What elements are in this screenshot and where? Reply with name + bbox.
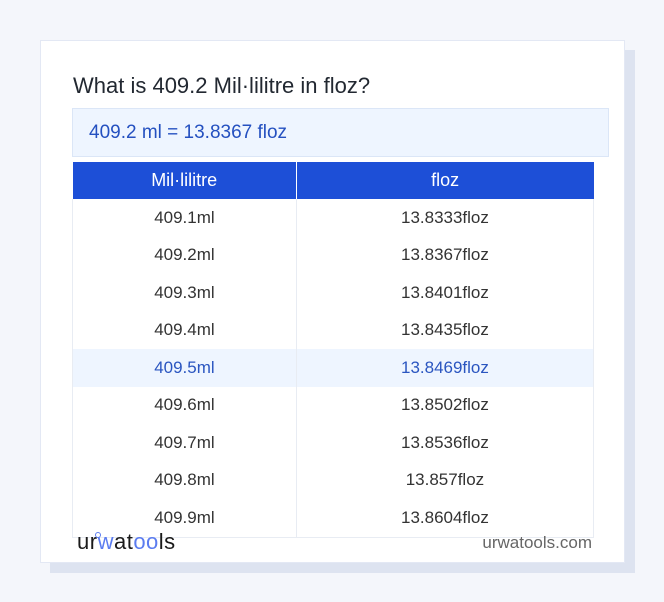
- millilitre-cell: 409.8ml: [72, 461, 297, 499]
- converter-card: What is 409.2 Mil·lilitre in floz? 409.2…: [40, 40, 625, 563]
- page-title: What is 409.2 Mil·lilitre in floz?: [73, 73, 371, 98]
- conversion-table: Mil·lilitre floz 409.1ml 13.8333floz 409.2…: [72, 162, 595, 538]
- floz-cell: 13.8401floz: [295, 274, 595, 312]
- site-link[interactable]: urwatools.com: [482, 533, 592, 552]
- table-row: 409.4ml 13.8435floz: [72, 311, 595, 349]
- millilitre-cell: 409.2ml: [72, 236, 297, 274]
- floz-cell: 13.8469floz: [295, 349, 595, 387]
- floz-cell: 13.857floz: [295, 461, 595, 499]
- millilitre-cell: 409.3ml: [72, 274, 297, 312]
- floz-cell: 13.8367floz: [295, 236, 595, 274]
- millilitre-cell: 409.1ml: [72, 199, 297, 237]
- table-row: 409.3ml 13.8401floz: [72, 274, 595, 312]
- urwatools-logo[interactable]: urwatools: [77, 529, 176, 554]
- column-header-floz: floz: [295, 162, 594, 199]
- millilitre-cell: 409.6ml: [72, 386, 297, 424]
- table-row: 409.5ml 13.8469floz: [72, 349, 595, 387]
- millilitre-cell: 409.4ml: [72, 311, 297, 349]
- floz-cell: 13.8435floz: [295, 311, 595, 349]
- conversion-result: 409.2 ml = 13.8367 floz: [72, 108, 609, 157]
- floz-cell: 13.8604floz: [295, 499, 595, 538]
- floz-cell: 13.8502floz: [295, 386, 595, 424]
- table-row: 409.1ml 13.8333floz: [72, 199, 595, 237]
- table-row: 409.9ml 13.8604floz: [72, 499, 595, 538]
- millilitre-cell: 409.7ml: [72, 424, 297, 462]
- millilitre-cell: 409.5ml: [72, 349, 297, 387]
- table-row: 409.7ml 13.8536floz: [72, 424, 595, 462]
- table-row: 409.2ml 13.8367floz: [72, 236, 595, 274]
- floz-cell: 13.8333floz: [295, 199, 595, 237]
- table-row: 409.8ml 13.857floz: [72, 461, 595, 499]
- column-header-millilitre: Mil·lilitre: [72, 162, 297, 199]
- floz-cell: 13.8536floz: [295, 424, 595, 462]
- table-row: 409.6ml 13.8502floz: [72, 386, 595, 424]
